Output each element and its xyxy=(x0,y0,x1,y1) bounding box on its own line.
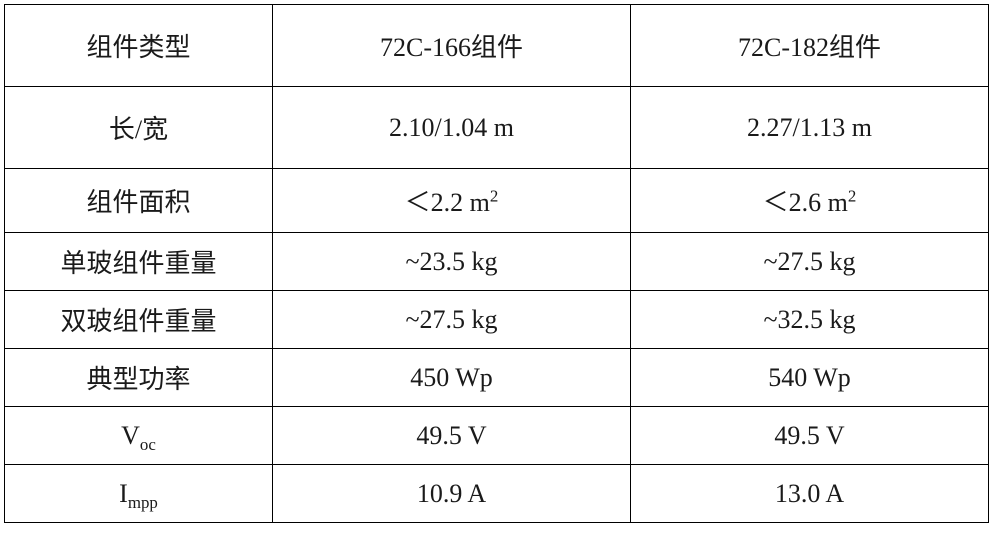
row-value-166: 49.5 V xyxy=(273,407,631,465)
row-value-166: 10.9 A xyxy=(273,465,631,523)
table-row: 双玻组件重量 ~27.5 kg ~32.5 kg xyxy=(5,291,989,349)
row-label: 长/宽 xyxy=(5,87,273,169)
header-cell-166: 72C-166组件 xyxy=(273,5,631,87)
row-label: 单玻组件重量 xyxy=(5,233,273,291)
row-value-182: ~27.5 kg xyxy=(631,233,989,291)
label-subscript: oc xyxy=(140,435,156,454)
header-cell-182: 72C-182组件 xyxy=(631,5,989,87)
table-row: Impp 10.9 A 13.0 A xyxy=(5,465,989,523)
row-value-182: 540 Wp xyxy=(631,349,989,407)
value-prefix: ＜2.2 m xyxy=(405,188,490,217)
table-row: 典型功率 450 Wp 540 Wp xyxy=(5,349,989,407)
row-label: 典型功率 xyxy=(5,349,273,407)
table-row: 单玻组件重量 ~23.5 kg ~27.5 kg xyxy=(5,233,989,291)
row-label: 双玻组件重量 xyxy=(5,291,273,349)
row-value-166: 2.10/1.04 m xyxy=(273,87,631,169)
label-main: V xyxy=(121,421,140,450)
row-value-182: 2.27/1.13 m xyxy=(631,87,989,169)
spec-table: 组件类型 72C-166组件 72C-182组件 长/宽 2.10/1.04 m… xyxy=(4,4,989,523)
row-value-182: ＜2.6 m2 xyxy=(631,169,989,233)
label-main: I xyxy=(119,479,128,508)
value-superscript: 2 xyxy=(490,186,498,205)
row-value-166: ~23.5 kg xyxy=(273,233,631,291)
value-superscript: 2 xyxy=(848,186,856,205)
table-header-row: 组件类型 72C-166组件 72C-182组件 xyxy=(5,5,989,87)
row-label: Voc xyxy=(5,407,273,465)
value-prefix: ＜2.6 m xyxy=(763,188,848,217)
row-value-166: 450 Wp xyxy=(273,349,631,407)
label-subscript: mpp xyxy=(128,493,158,512)
table-row: 长/宽 2.10/1.04 m 2.27/1.13 m xyxy=(5,87,989,169)
row-label: Impp xyxy=(5,465,273,523)
table-row: Voc 49.5 V 49.5 V xyxy=(5,407,989,465)
row-value-182: 49.5 V xyxy=(631,407,989,465)
row-value-166: ~27.5 kg xyxy=(273,291,631,349)
row-value-166: ＜2.2 m2 xyxy=(273,169,631,233)
table-row: 组件面积 ＜2.2 m2 ＜2.6 m2 xyxy=(5,169,989,233)
row-value-182: ~32.5 kg xyxy=(631,291,989,349)
header-cell-type: 组件类型 xyxy=(5,5,273,87)
row-value-182: 13.0 A xyxy=(631,465,989,523)
row-label: 组件面积 xyxy=(5,169,273,233)
